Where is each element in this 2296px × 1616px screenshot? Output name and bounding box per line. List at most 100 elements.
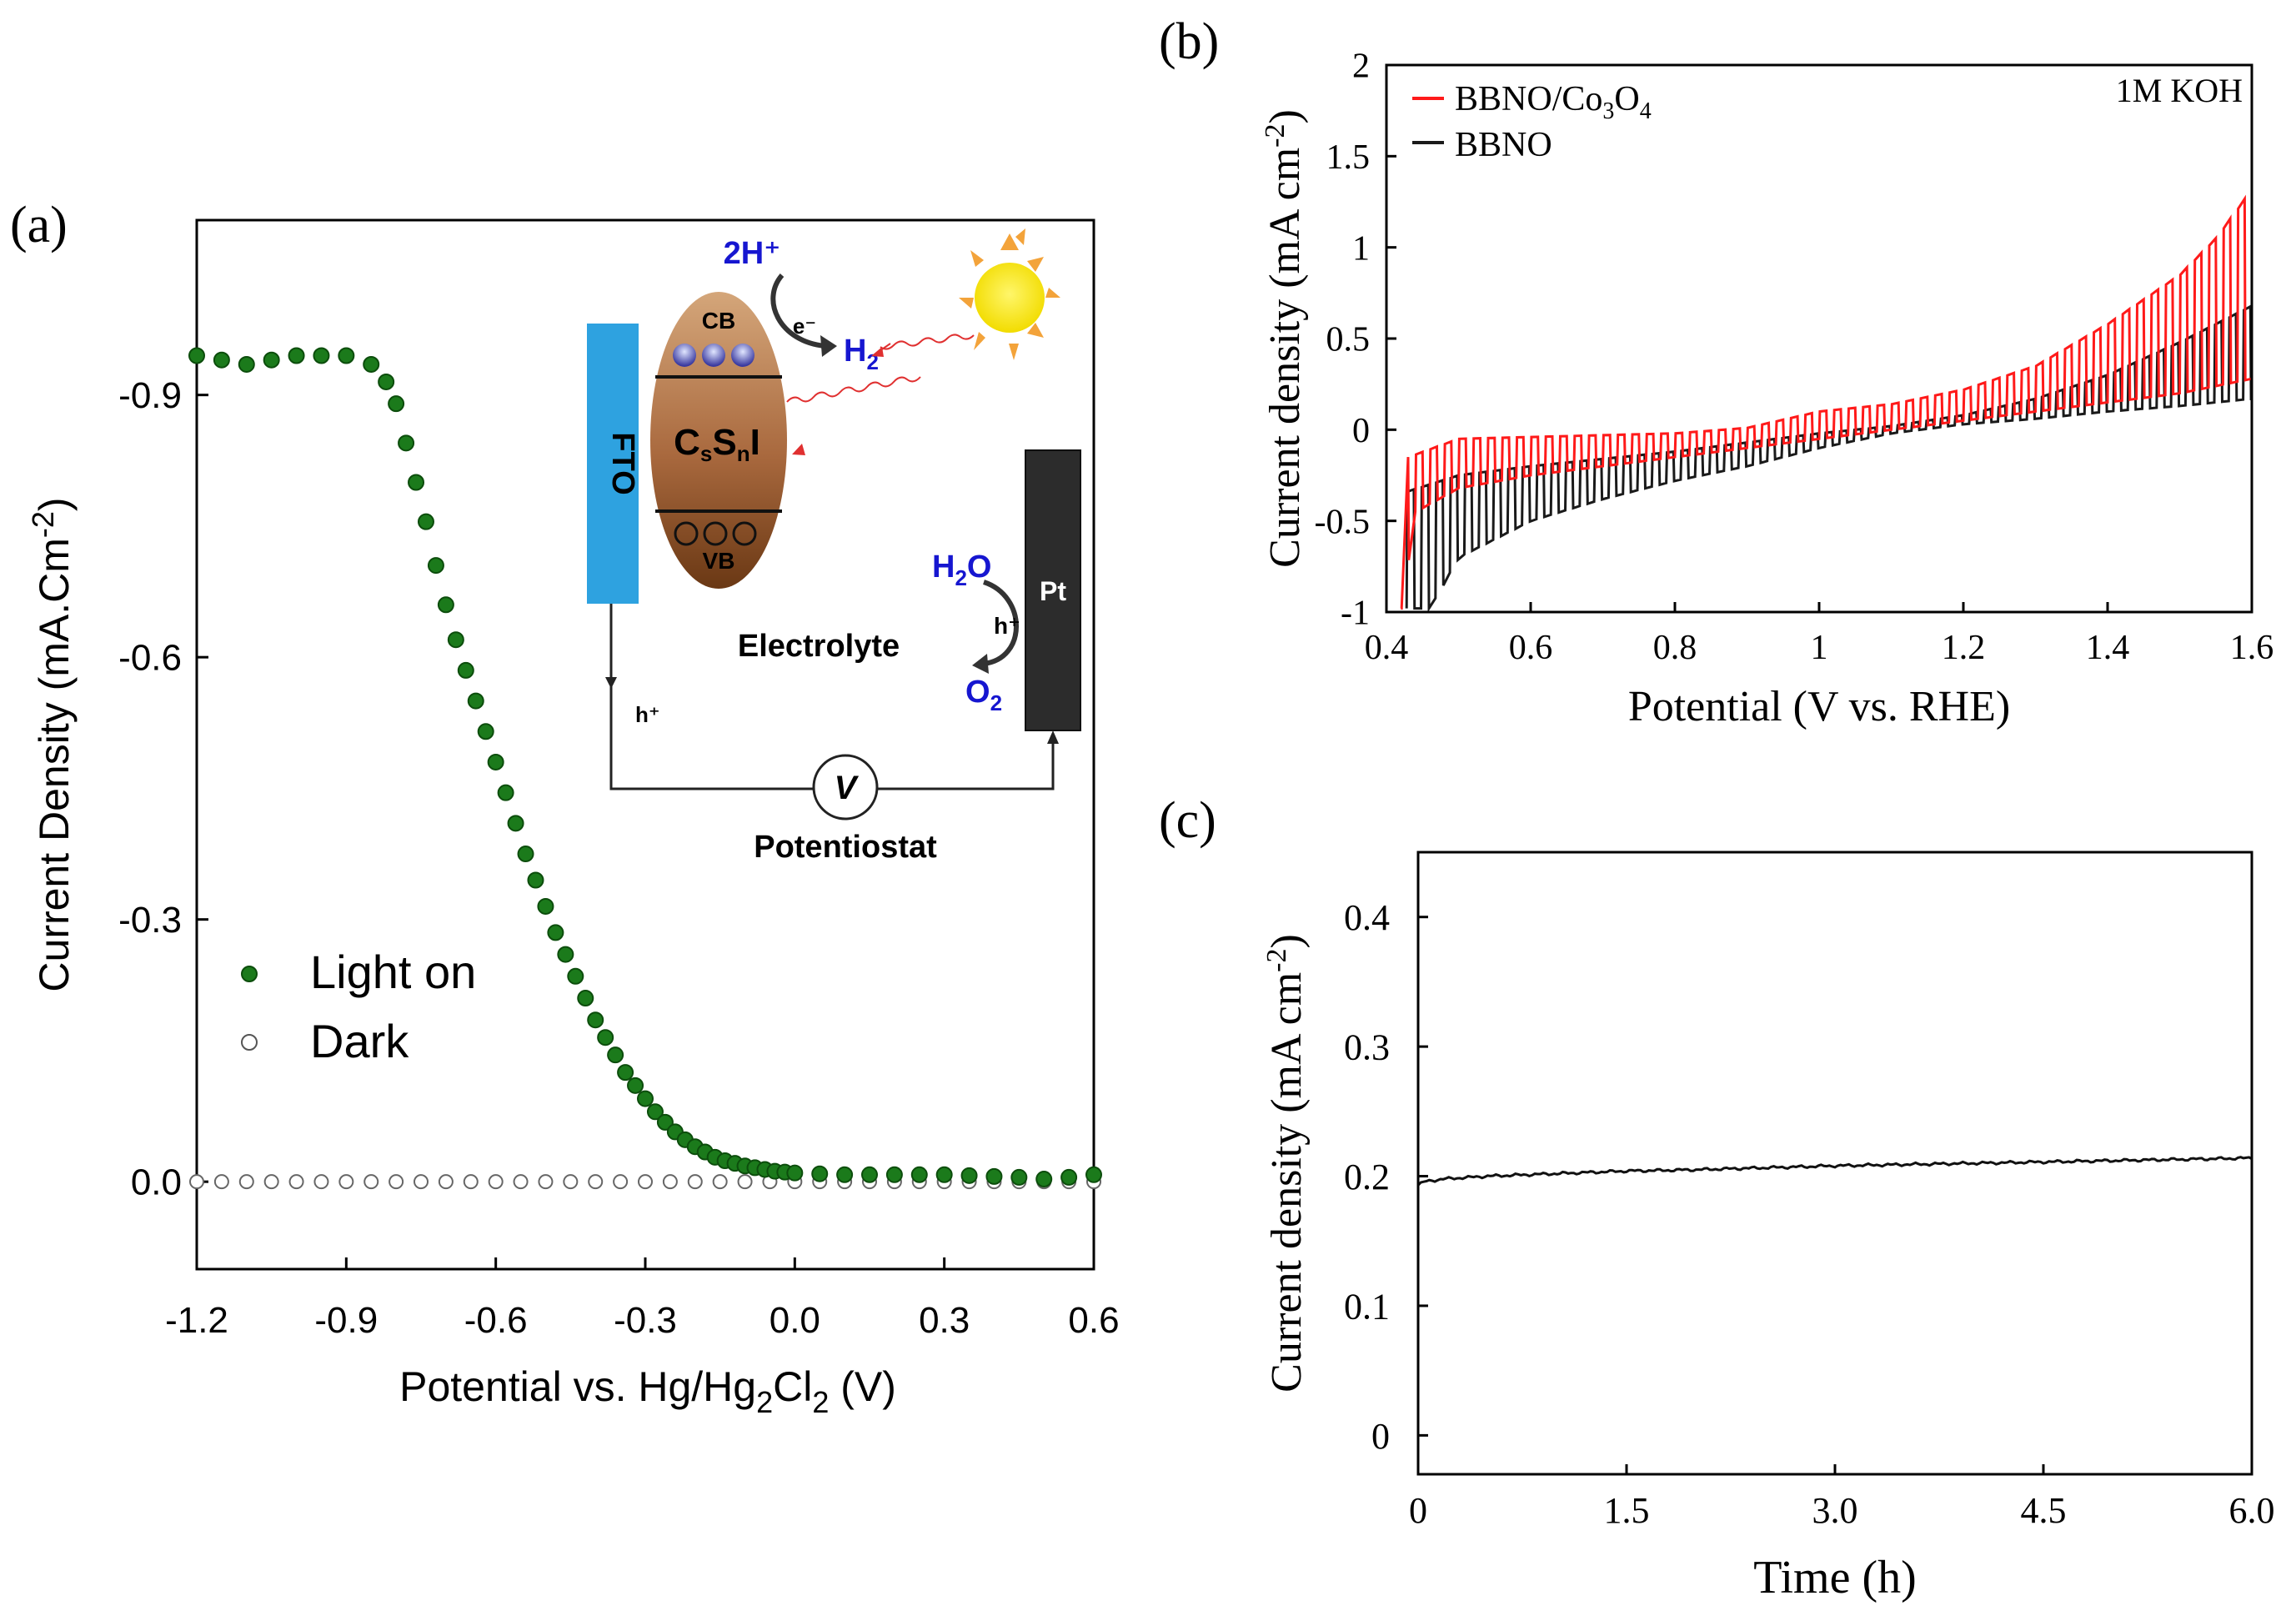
dark-point	[213, 1174, 229, 1190]
light-on-point	[427, 557, 444, 575]
fto-label: FTO	[605, 432, 640, 494]
x-tick-label: 0.4	[1365, 629, 1409, 667]
light-on-point	[398, 434, 415, 452]
hole-right-label: h⁺	[994, 613, 1020, 639]
light-on-point	[527, 871, 544, 889]
light-on-point	[617, 1064, 634, 1082]
y-tick-label: -1	[1341, 595, 1370, 633]
panel-c: (c) 0 1.5 3.0 4.5 6.0 0 0.1 0.2 0.3 0.4 Time (h)…	[1159, 792, 2275, 1603]
panel-c-marks	[1416, 1156, 2253, 1187]
x-tick-label: -1.2	[165, 1300, 228, 1341]
panel-b-annotation: 1M KOH	[2116, 72, 2243, 109]
dark-point	[513, 1174, 529, 1190]
dark-point	[389, 1174, 404, 1190]
dark-point	[414, 1174, 429, 1190]
panel-a-label: (a)	[10, 197, 68, 253]
panel-c-x-ticks: 0 1.5 3.0 4.5 6.0	[1409, 1464, 2275, 1531]
light-on-point	[507, 815, 524, 832]
photon-upper-head	[871, 347, 884, 357]
circuit-arrow	[605, 677, 617, 689]
oxidation-arrow	[982, 580, 1019, 666]
light-on-point	[960, 1167, 978, 1184]
x-tick-label: 0.8	[1653, 629, 1697, 667]
inset-schematic: FTO CB	[587, 228, 1081, 865]
oxidation-arrow-head	[972, 654, 989, 674]
light-on-point	[567, 967, 584, 985]
legend-marker-dark	[241, 1034, 258, 1051]
light-on-point	[597, 1029, 614, 1046]
light-on-point	[836, 1166, 854, 1183]
light-on-point	[811, 1165, 829, 1182]
legend-label-dark: Dark	[310, 1015, 409, 1067]
panel-a-ylabel: Current Density (mA.Cm-2)	[26, 497, 78, 991]
light-on-point	[437, 596, 454, 614]
legend-marker-light-on	[241, 966, 258, 982]
light-on-point	[487, 753, 504, 770]
circuit-wire-right	[877, 735, 1055, 790]
electron-dot	[673, 344, 696, 367]
panel-b-frame	[1385, 63, 2253, 614]
dark-point	[662, 1174, 678, 1190]
x-tick-label: 3.0	[1812, 1490, 1858, 1531]
photon-upper	[880, 334, 975, 350]
x-tick-label: 0.6	[1068, 1300, 1119, 1341]
legend-label-bbno: BBNO	[1455, 126, 1552, 164]
dark-point	[238, 1174, 254, 1190]
dark-point	[638, 1174, 653, 1190]
electron-dot	[702, 344, 725, 367]
panel-a-marks	[188, 347, 1102, 1190]
light-on-point	[786, 1164, 804, 1182]
light-on-point	[1035, 1171, 1053, 1188]
panel-a-xlabel: Potential vs. Hg/Hg2Cl2 (V)	[399, 1363, 896, 1419]
o2-label: O2	[965, 675, 1002, 715]
hole-wire-label: h⁺	[635, 702, 660, 727]
light-on-point	[313, 347, 330, 364]
y-tick-label: -0.6	[118, 638, 182, 679]
dark-point	[588, 1174, 604, 1190]
light-on-point	[477, 723, 494, 740]
photon-lower	[786, 376, 921, 403]
panel-b-x-ticks: 0.4 0.6 0.8 1 1.2 1.4 1.6	[1365, 602, 2273, 667]
x-tick-label: 0.0	[770, 1300, 820, 1341]
light-on-point	[388, 395, 405, 413]
light-on-point	[467, 692, 484, 710]
light-on-point	[188, 347, 205, 364]
light-on-point	[910, 1166, 928, 1183]
electron-label: e⁻	[793, 314, 816, 339]
voltmeter-icon	[812, 754, 879, 821]
light-on-point	[288, 347, 305, 364]
dark-point	[488, 1174, 504, 1190]
y-tick-label: 0.4	[1344, 897, 1390, 938]
light-on-point	[378, 373, 395, 390]
potentiostat-label: Potentiostat	[754, 830, 937, 865]
light-on-point	[557, 946, 574, 963]
light-on-point	[656, 1113, 674, 1131]
light-on-point	[1085, 1166, 1102, 1183]
y-tick-label: 0	[1371, 1416, 1390, 1457]
absorber-label: CsSnI	[674, 422, 760, 466]
y-tick-label: 0	[1352, 412, 1370, 450]
light-on-point	[457, 661, 474, 679]
pt-label: Pt	[1040, 576, 1066, 606]
dark-point	[687, 1174, 703, 1190]
y-tick-label: -0.9	[118, 375, 182, 416]
y-tick-label: 0.0	[131, 1162, 182, 1203]
light-on-point	[408, 474, 425, 491]
x-tick-label: 0.6	[1509, 629, 1553, 667]
panel-a: (a) -1.2 -0.9 -0.6 -0.3 0.0 0.3 0.6 -0.9-0.6-0…	[10, 197, 1120, 1419]
light-on-point	[238, 355, 255, 373]
dark-point	[737, 1174, 753, 1190]
light-on-point	[517, 846, 534, 863]
panel-c-y-ticks: 0 0.1 0.2 0.3 0.4	[1344, 897, 1428, 1457]
vb-label: VB	[703, 548, 735, 574]
light-on-point	[417, 513, 434, 530]
sun-icon	[959, 228, 1060, 360]
light-on-point	[607, 1046, 624, 1064]
panel-a-frame	[195, 218, 1095, 1271]
dark-point	[363, 1174, 379, 1190]
dark-point	[538, 1174, 554, 1190]
y-tick-label: 0.1	[1344, 1286, 1390, 1327]
x-tick-label: -0.6	[464, 1300, 528, 1341]
x-tick-label: -0.3	[614, 1300, 677, 1341]
